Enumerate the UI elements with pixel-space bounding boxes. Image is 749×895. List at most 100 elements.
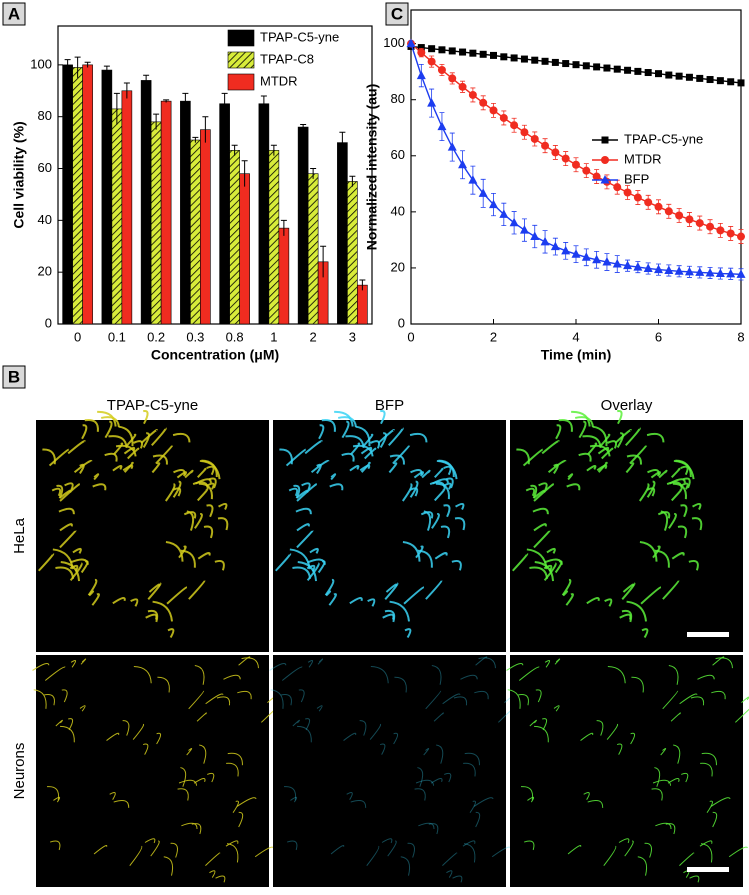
micrograph-structure xyxy=(409,432,428,443)
bar xyxy=(121,90,133,325)
micrograph-structure xyxy=(512,552,529,572)
micrograph-structure xyxy=(431,665,442,685)
micrograph-structure xyxy=(741,696,749,704)
micrograph-structure xyxy=(691,517,703,531)
panel-label: C xyxy=(391,4,403,23)
micrograph-structure xyxy=(507,689,521,709)
micrograph-structure xyxy=(72,547,82,554)
data-point xyxy=(582,62,590,70)
micrograph-structure xyxy=(346,792,353,800)
error-bar xyxy=(113,92,120,125)
data-point xyxy=(459,48,467,56)
micrograph-structure xyxy=(217,517,229,531)
micrograph-structure xyxy=(164,483,176,502)
micrograph-structure xyxy=(626,600,647,622)
error-bar xyxy=(300,123,307,130)
data-point xyxy=(633,193,642,202)
data-point xyxy=(468,175,478,184)
x-axis-title: Concentration (μM) xyxy=(151,347,279,363)
micrograph-structure xyxy=(225,840,239,847)
micrograph-structure xyxy=(151,427,167,447)
data-point xyxy=(500,53,508,61)
micrograph-structure xyxy=(454,517,466,531)
data-point xyxy=(561,154,570,163)
data-point xyxy=(695,219,704,228)
micrograph-structure xyxy=(652,545,661,559)
micrograph-structure xyxy=(144,838,156,844)
x-tick-label: 8 xyxy=(737,329,744,344)
micrograph-structure xyxy=(520,786,534,801)
micrograph-structure xyxy=(672,482,687,500)
micrograph-structure xyxy=(415,545,424,559)
y-tick-label: 40 xyxy=(38,212,52,227)
micrograph-structure xyxy=(183,511,197,519)
micrograph-structure xyxy=(297,725,312,743)
micrograph-structure xyxy=(671,467,681,478)
micrograph-structure xyxy=(473,797,494,807)
micrograph-structure xyxy=(401,483,413,502)
micrograph-structure xyxy=(596,720,604,736)
micrograph-structure xyxy=(172,432,191,443)
micrograph-structure xyxy=(535,689,542,703)
micrograph-structure xyxy=(126,433,137,447)
data-point xyxy=(469,49,477,57)
micrograph-structure xyxy=(639,540,658,562)
micrograph-structure xyxy=(384,582,399,600)
micrograph-structure xyxy=(637,856,648,876)
micrograph-bg xyxy=(273,655,506,887)
data-point xyxy=(562,60,570,68)
micrograph-structure xyxy=(641,628,649,639)
x-tick-label: 0.1 xyxy=(108,329,126,344)
micrograph-structure xyxy=(59,523,73,532)
micrograph-structure xyxy=(238,811,244,828)
micrograph-structure xyxy=(53,796,61,803)
micrograph-structure xyxy=(580,732,594,741)
data-point xyxy=(571,249,581,258)
micrograph-structure xyxy=(506,662,524,671)
micrograph-structure xyxy=(626,454,642,465)
micrograph-structure xyxy=(172,480,182,498)
micrograph-structure xyxy=(321,418,336,432)
micrograph-structure xyxy=(345,435,365,449)
data-point xyxy=(592,254,602,264)
micrograph-structure xyxy=(655,822,672,830)
micrograph-structure xyxy=(525,487,536,497)
micrograph-structure xyxy=(446,870,453,878)
micrograph-structure xyxy=(452,875,463,883)
micrograph-structure xyxy=(644,842,652,858)
data-point xyxy=(437,121,447,131)
micrograph-structure xyxy=(360,446,373,455)
micrograph-structure xyxy=(334,410,354,427)
data-point xyxy=(705,267,715,277)
micrograph-structure xyxy=(370,440,381,449)
data-point xyxy=(727,78,735,86)
micrograph-structure xyxy=(680,465,689,476)
micrograph-structure xyxy=(87,578,98,596)
micrograph-structure xyxy=(238,656,251,666)
micrograph-structure xyxy=(113,799,130,808)
y-tick-label: 60 xyxy=(391,147,405,162)
y-tick-label: 60 xyxy=(38,160,52,175)
micrograph-structure xyxy=(434,488,445,502)
micrograph-structure xyxy=(142,432,150,448)
error-bar xyxy=(163,99,170,103)
y-tick-label: 20 xyxy=(38,264,52,279)
micrograph-structure xyxy=(434,551,448,560)
data-point xyxy=(489,106,498,115)
bar xyxy=(72,67,83,325)
micrograph-structure xyxy=(377,429,395,444)
micrograph-structure xyxy=(227,752,243,766)
micrograph-structure xyxy=(541,440,560,455)
micrograph-structure xyxy=(108,435,128,449)
legend-swatch xyxy=(227,73,255,91)
micrograph-structure xyxy=(186,510,195,531)
data-point xyxy=(644,69,652,77)
data-point xyxy=(644,198,653,207)
micrograph-structure xyxy=(679,852,695,866)
micrograph-structure xyxy=(651,788,663,801)
data-point xyxy=(417,48,426,57)
micrograph-structure xyxy=(133,665,152,684)
micrograph-structure xyxy=(237,690,252,700)
data-point xyxy=(613,65,621,73)
micrograph-structure xyxy=(443,465,452,476)
